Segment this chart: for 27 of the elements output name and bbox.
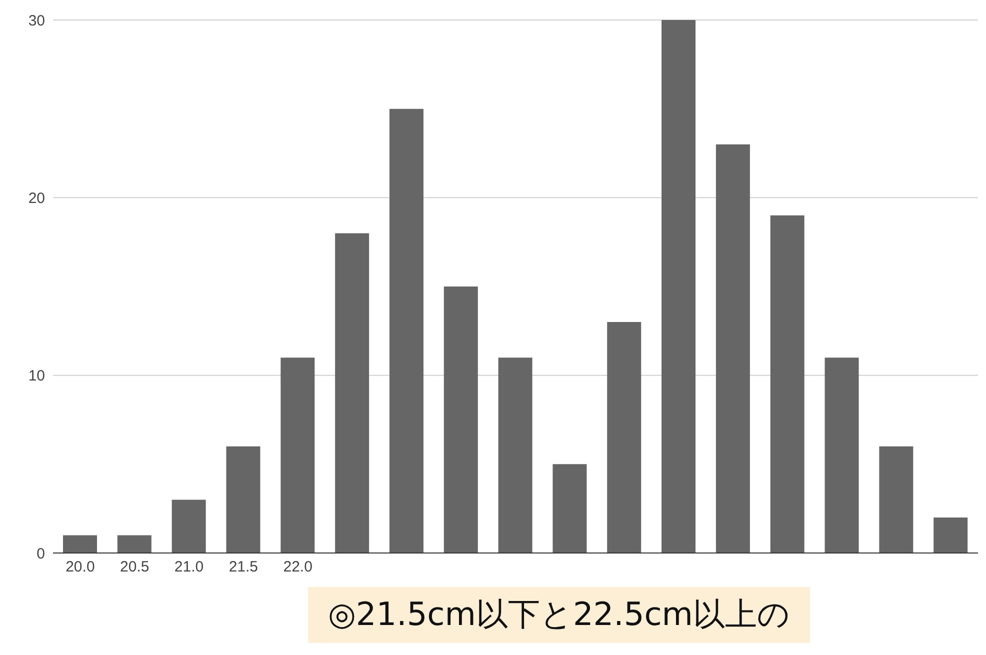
- bar: [172, 500, 206, 553]
- text: ◎21.5cm以下と22.5cm以上の: [308, 587, 810, 643]
- x-tick-label: 21.5: [228, 558, 258, 576]
- y-tick-label: 0: [36, 545, 45, 562]
- bar: [716, 144, 750, 553]
- bar: [335, 233, 370, 553]
- bar: [63, 535, 97, 553]
- bar: [824, 358, 859, 553]
- x-tick-label: 20.0: [66, 558, 95, 576]
- x-tick-label: 20.5: [120, 558, 150, 576]
- bar: [934, 517, 968, 553]
- x-tick-label: 21.0: [174, 558, 204, 576]
- bar: [117, 535, 152, 553]
- y-tick-label: 10: [28, 368, 45, 385]
- y-tick-label: 20: [28, 190, 45, 207]
- bar: [879, 446, 914, 553]
- bar: [552, 464, 587, 553]
- bar: [226, 446, 260, 553]
- bar: [444, 286, 478, 553]
- bar: [389, 108, 424, 553]
- y-tick-label: 30: [28, 12, 45, 30]
- bar: [770, 215, 804, 553]
- x-tick-label: 22.0: [283, 558, 312, 576]
- bar: [498, 358, 532, 553]
- bar: [607, 322, 642, 553]
- bar: [280, 358, 315, 553]
- bar: [662, 20, 696, 553]
